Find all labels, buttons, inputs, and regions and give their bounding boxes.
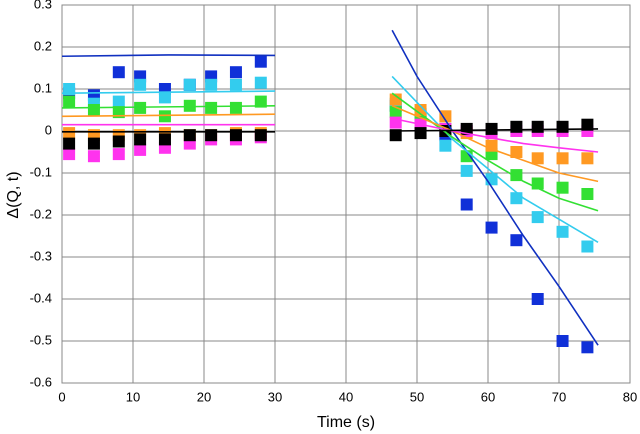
x-tick-label: 30 [268, 389, 282, 404]
y-tick-label: -0.1 [30, 164, 52, 179]
y-tick-label: 0.3 [34, 0, 52, 11]
marker [112, 66, 125, 79]
x-tick-label: 20 [197, 389, 211, 404]
marker [581, 118, 594, 131]
marker [556, 152, 569, 165]
fit-line [61, 105, 599, 183]
marker [439, 110, 452, 123]
marker [229, 78, 242, 91]
y-axis-title: Δ(Q, t) [5, 171, 22, 218]
fit-line [61, 29, 599, 346]
y-tick-label: -0.2 [30, 206, 52, 221]
marker [439, 139, 452, 152]
marker [254, 95, 267, 108]
y-tick-label: -0.3 [30, 248, 52, 263]
fit-line [62, 117, 599, 153]
marker [205, 129, 218, 142]
y-tick-label: 0.1 [34, 80, 52, 95]
marker [205, 78, 218, 91]
marker [556, 120, 569, 133]
marker [183, 99, 196, 112]
x-tick-label: 10 [126, 389, 140, 404]
marker [510, 234, 523, 247]
marker [581, 152, 594, 165]
x-tick-label: 70 [552, 389, 566, 404]
marker [134, 78, 147, 91]
marker [183, 129, 196, 142]
fit-line [62, 128, 599, 133]
marker [510, 120, 523, 133]
marker [414, 127, 427, 140]
marker [112, 135, 125, 148]
marker [63, 148, 76, 161]
x-tick-label: 80 [623, 389, 637, 404]
marker [183, 78, 196, 91]
marker [254, 55, 267, 68]
marker [556, 181, 569, 194]
x-tick-label: 60 [481, 389, 495, 404]
plot-border [61, 4, 631, 384]
x-tick-label: 0 [58, 389, 65, 404]
y-tick-label: -0.6 [30, 374, 52, 389]
marker [531, 120, 544, 133]
marker [510, 192, 523, 205]
marker [556, 335, 569, 347]
marker [254, 76, 267, 89]
marker [87, 150, 100, 163]
y-tick-label: -0.4 [30, 290, 52, 305]
marker [510, 146, 523, 158]
marker [63, 83, 76, 95]
marker [112, 95, 125, 108]
marker [63, 95, 76, 108]
marker [229, 66, 242, 79]
marker [112, 148, 125, 161]
marker [158, 91, 171, 104]
marker [87, 104, 100, 116]
marker [389, 93, 402, 106]
marker [63, 137, 76, 150]
marker [158, 110, 171, 123]
marker [134, 133, 147, 146]
marker [556, 225, 569, 238]
marker [229, 129, 242, 142]
x-tick-label: 50 [410, 389, 424, 404]
y-tick-label: -0.5 [30, 332, 52, 347]
marker [581, 188, 594, 200]
marker [134, 143, 147, 156]
marker [389, 129, 402, 142]
y-tick-label: 0 [45, 122, 52, 137]
x-tick-label: 40 [339, 389, 353, 404]
marker [581, 341, 594, 354]
marker [531, 293, 544, 305]
marker [205, 101, 218, 114]
marker [414, 104, 427, 116]
marker [229, 101, 242, 114]
marker [531, 152, 544, 165]
marker [87, 137, 100, 150]
marker [581, 240, 594, 253]
marker [158, 133, 171, 146]
marker [460, 198, 473, 211]
marker [460, 122, 473, 135]
marker [531, 211, 544, 224]
y-tick-label: 0.2 [34, 38, 52, 53]
marker [63, 127, 76, 140]
marker [460, 164, 473, 177]
marker [485, 221, 498, 234]
marker [485, 122, 498, 135]
marker [254, 129, 267, 142]
x-axis-title: Time (s) [317, 414, 375, 431]
